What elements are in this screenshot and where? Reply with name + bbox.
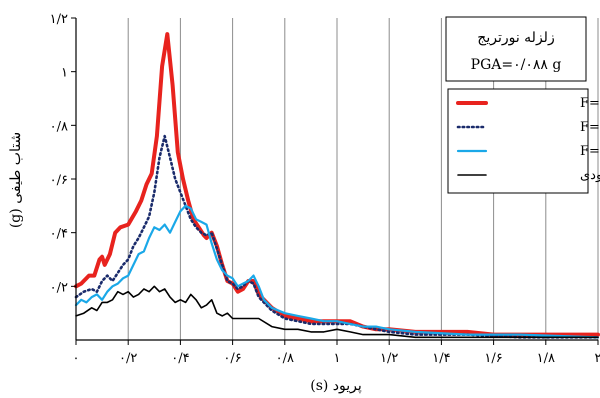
x-axis-title: پریود (s) bbox=[310, 378, 362, 394]
legend-label-3: ورودی bbox=[580, 168, 600, 183]
series-line-1 bbox=[74, 134, 600, 339]
x-tick-label-4: ۰/۸ bbox=[276, 351, 294, 366]
y-axis-title: شتاب طیفی (g) bbox=[8, 132, 24, 228]
x-tick-label-2: ۰/۴ bbox=[171, 351, 189, 366]
y-tick-label-2: ۰/۶ bbox=[50, 173, 68, 188]
legend-label-1: آلومینیوم، F=۲۱ bbox=[580, 118, 600, 135]
y-tick-label-1: ۰/۴ bbox=[50, 227, 68, 242]
x-tick-label-8: ۱/۶ bbox=[484, 351, 502, 366]
x-tick-label-3: ۰/۶ bbox=[223, 351, 241, 366]
title-box-frame bbox=[445, 16, 587, 82]
ticks-layer: ۰ ۰/۲ ۰/۴ ۰/۶ ۰/۸ ۱ ۱/۲ ۱/۴ ۱/۶ ۱/۸ ۲ ۰/۲ ۰/۴ ۰/۶ ۰/۸ ۱… bbox=[50, 12, 600, 366]
x-tick-label-7: ۱/۴ bbox=[432, 351, 450, 366]
chart-title: زلزله نورتریج bbox=[477, 30, 554, 46]
x-tick-label-9: ۱/۸ bbox=[537, 351, 555, 366]
title-box: زلزله نورتریج PGA=۰/۰۸۸ g bbox=[445, 16, 587, 82]
x-tick-label-10: ۲ bbox=[595, 351, 600, 366]
series-line-2 bbox=[74, 204, 600, 339]
y-tick-label-0: ۰/۲ bbox=[50, 280, 68, 295]
y-tick-label-5: ۱/۲ bbox=[50, 12, 68, 27]
legend-label-0: فولاد، F=۷ bbox=[580, 96, 600, 111]
legend-label-2: بتن، F=۷۲ bbox=[580, 144, 600, 159]
x-tick-label-1: ۰/۲ bbox=[119, 351, 137, 366]
y-tick-label-3: ۰/۸ bbox=[50, 119, 68, 134]
series-line-3 bbox=[75, 285, 599, 339]
series-layer bbox=[74, 32, 600, 339]
x-tick-label-6: ۱/۲ bbox=[380, 351, 398, 366]
y-tick-label-4: ۱ bbox=[61, 66, 68, 81]
chart-subtitle: PGA=۰/۰۸۸ g bbox=[471, 57, 562, 73]
legend: فولاد، F=۷ آلومینیوم، F=۲۱ بتن، F=۷۲ ورودی bbox=[447, 88, 600, 194]
x-tick-label-0: ۰ bbox=[73, 351, 80, 366]
x-tick-label-5: ۱ bbox=[334, 351, 341, 366]
